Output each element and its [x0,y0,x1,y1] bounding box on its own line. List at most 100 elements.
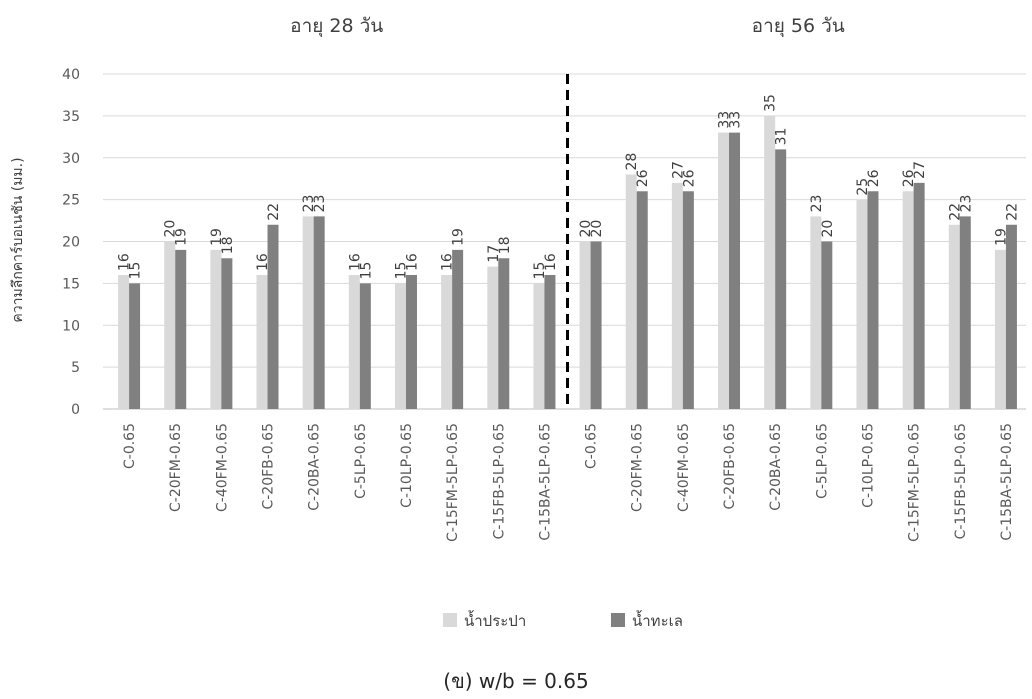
data-label: 22 [1004,203,1020,221]
x-tick-label: C-40FM-0.65 [214,423,230,512]
data-label: 17 [486,245,502,263]
bar-tap-water [948,224,960,409]
y-tick-label: 15 [62,276,80,292]
x-tick-label: C-20BA-0.65 [768,423,784,511]
bar-tap-water [718,132,730,409]
data-label: 15 [532,262,548,280]
group-header: อายุ 56 วัน [752,15,845,38]
bar-tap-water [487,266,499,409]
data-label: 23 [809,195,825,213]
x-tick-label: C-5LP-0.65 [353,423,369,499]
bar-tap-water [764,115,776,409]
bar-seawater [913,182,925,409]
bar-seawater [267,224,279,409]
bar-tap-water [256,275,268,409]
y-tick-label: 35 [62,109,80,125]
data-label: 15 [128,262,144,280]
data-label: 15 [358,262,374,280]
x-tick-label: C-15BA-5LP-0.65 [537,423,553,541]
bar-seawater [313,216,325,409]
bar-seawater [405,275,417,409]
legend-label-seawater: น้ำทะเล [632,610,683,630]
bar-seawater [821,241,833,409]
x-tick-label: C-10LP-0.65 [399,423,415,508]
data-label: 26 [681,169,697,187]
data-label: 15 [393,262,409,280]
legend-swatch-tap-water [443,613,457,627]
y-tick-label: 5 [71,360,80,376]
y-tick-label: 30 [62,151,80,167]
bar-seawater [1005,224,1017,409]
data-label: 25 [855,178,871,196]
data-label: 19 [993,228,1009,246]
data-label: 23 [301,195,317,213]
bar-tap-water [579,241,591,409]
x-tick-label: C-10LP-0.65 [860,423,876,508]
data-label: 20 [578,220,594,238]
data-label: 16 [117,253,133,271]
data-label: 22 [947,203,963,221]
data-label: 35 [763,94,779,112]
x-tick-label: C-15FB-5LP-0.65 [491,423,507,539]
data-label: 19 [451,228,467,246]
bar-seawater [682,191,694,409]
x-axis: C-0.65 C-20FM-0.65 C-40FM-0.65 C-20FB-0.65 C… [122,423,1015,542]
data-label: 27 [912,161,928,179]
data-label: 18 [220,236,236,254]
x-tick-label: C-20FB-0.65 [261,423,277,510]
data-label: 19 [174,228,190,246]
bar-seawater [221,258,233,409]
data-label: 18 [497,236,513,254]
x-tick-label: C-15FM-5LP-0.65 [445,423,461,542]
legend-swatch-seawater [611,613,625,627]
data-label: 20 [163,220,179,238]
group-headers: อายุ 28 วัน อายุ 56 วัน [290,15,845,38]
data-label: 28 [624,153,640,171]
data-label: 16 [255,253,271,271]
bar-tap-water [671,182,683,409]
data-label: 26 [866,169,882,187]
bar-seawater [959,216,971,409]
bar-seawater [590,241,602,409]
gridlines [103,73,1026,410]
bar-tap-water [856,199,868,409]
x-tick-label: C-20BA-0.65 [307,423,323,511]
data-label: 16 [543,253,559,271]
bar-seawater [775,149,787,409]
data-label: 22 [266,203,282,221]
bar-seawater [129,283,141,409]
bar-seawater [867,191,879,409]
bar-tap-water [810,216,822,409]
data-label: 27 [670,161,686,179]
data-label: 26 [901,169,917,187]
group-header: อายุ 28 วัน [290,15,383,38]
x-tick-label: C-20FB-0.65 [722,423,738,510]
y-tick-label: 25 [62,193,80,209]
bar-seawater [175,249,187,409]
figure-caption: (ข) w/b = 0.65 [443,669,588,693]
y-tick-label: 40 [62,67,80,83]
bar-tap-water [210,249,222,409]
x-tick-label: C-20FM-0.65 [630,423,646,512]
bar-seawater [359,283,371,409]
bar-tap-water [118,275,130,409]
legend: น้ำประปา น้ำทะเล [443,610,683,630]
bar-tap-water [164,241,176,409]
bar-tap-water [348,275,360,409]
data-label: 31 [774,128,790,146]
bar-tap-water [902,191,914,409]
bar-tap-water [394,283,406,409]
bar-tap-water [625,174,637,409]
x-tick-label: C-0.65 [122,423,138,469]
y-tick-label: 0 [71,402,80,418]
data-label: 33 [728,111,744,129]
bar-seawater [636,191,648,409]
data-label: 23 [958,195,974,213]
x-tick-label: C-15BA-5LP-0.65 [999,423,1015,541]
x-tick-label: C-40FM-0.65 [676,423,692,512]
x-tick-label: C-15FB-5LP-0.65 [953,423,969,539]
bar-seawater [498,258,510,409]
data-label: 26 [635,169,651,187]
data-label: 16 [347,253,363,271]
